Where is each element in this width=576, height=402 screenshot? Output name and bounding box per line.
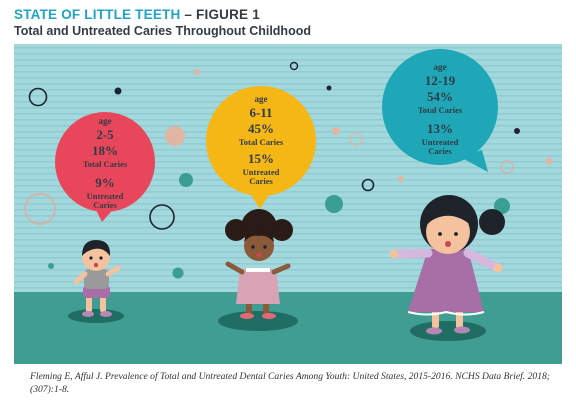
dot-decor bbox=[48, 263, 54, 269]
dot-decor bbox=[514, 128, 520, 134]
bubble-untreated-label: Caries bbox=[428, 146, 452, 156]
toddler-illustration bbox=[68, 240, 124, 323]
ring-decor bbox=[149, 204, 175, 230]
figure-subtitle: Total and Untreated Caries Throughout Ch… bbox=[14, 24, 311, 38]
dot-decor bbox=[398, 176, 404, 182]
bubble-untreated-label: Caries bbox=[249, 176, 273, 186]
scene-svg: age 2-5 18% Total Caries 9% Untreated Ca… bbox=[14, 44, 562, 364]
bubble-untreated-label: Untreated bbox=[87, 191, 124, 201]
dot-decor bbox=[114, 87, 122, 95]
teen-shadow bbox=[410, 321, 486, 341]
bubble-untreated-label: Untreated bbox=[422, 137, 459, 147]
bubble-age-12-19 bbox=[382, 49, 498, 172]
bubble-age-2-5 bbox=[55, 112, 155, 222]
bubble-age-6-11 bbox=[206, 86, 316, 209]
dot-decor bbox=[326, 85, 332, 91]
bubble-age-value: 12-19 bbox=[425, 73, 456, 88]
figure-title: STATE OF LITTLE TEETH – FIGURE 1 bbox=[14, 6, 311, 23]
child-illustration bbox=[218, 209, 298, 331]
dot-decor bbox=[332, 127, 340, 135]
bubble-untreated-pct: 13% bbox=[427, 121, 453, 136]
bubble-total-label: Total Caries bbox=[239, 137, 284, 147]
ring-decor bbox=[361, 178, 375, 192]
figure-number: – FIGURE 1 bbox=[184, 7, 260, 22]
illustration-scene: age 2-5 18% Total Caries 9% Untreated Ca… bbox=[14, 44, 562, 364]
bubble-untreated-pct: 9% bbox=[95, 175, 115, 190]
bubble-untreated-label: Caries bbox=[93, 200, 117, 210]
bubble-untreated-pct: 15% bbox=[248, 151, 274, 166]
ring-decor bbox=[500, 160, 514, 174]
source-citation: Fleming E, Afful J. Prevalence of Total … bbox=[30, 371, 550, 395]
bubble-untreated-label: Untreated bbox=[243, 167, 280, 177]
dot-decor bbox=[179, 173, 193, 187]
toddler-shadow bbox=[68, 309, 124, 323]
bubble-age-label: age bbox=[434, 62, 447, 72]
ring-decor bbox=[28, 87, 48, 107]
dot-decor bbox=[545, 157, 553, 165]
dot-decor bbox=[325, 195, 343, 213]
dot-decor bbox=[194, 69, 200, 75]
ring-decor bbox=[24, 193, 56, 225]
figure-header: STATE OF LITTLE TEETH – FIGURE 1 Total a… bbox=[14, 6, 311, 39]
bubble-age-value: 6-11 bbox=[249, 105, 272, 120]
bubble-total-pct: 45% bbox=[248, 121, 274, 136]
ring-decor bbox=[289, 61, 299, 71]
ring-decor bbox=[349, 132, 363, 146]
bubble-total-label: Total Caries bbox=[83, 159, 128, 169]
dot-decor bbox=[494, 198, 510, 214]
bubble-total-pct: 18% bbox=[92, 143, 118, 158]
series-title: STATE OF LITTLE TEETH bbox=[14, 7, 181, 22]
bubble-total-pct: 54% bbox=[427, 89, 453, 104]
dot-decor bbox=[165, 126, 185, 146]
bubble-age-label: age bbox=[99, 116, 112, 126]
decor-dots bbox=[24, 61, 553, 279]
bubble-age-value: 2-5 bbox=[96, 127, 114, 142]
child-shadow bbox=[218, 311, 298, 331]
bubble-age-label: age bbox=[255, 94, 268, 104]
bubble-total-label: Total Caries bbox=[418, 105, 463, 115]
dot-decor bbox=[172, 267, 184, 279]
teen-illustration bbox=[389, 195, 505, 341]
